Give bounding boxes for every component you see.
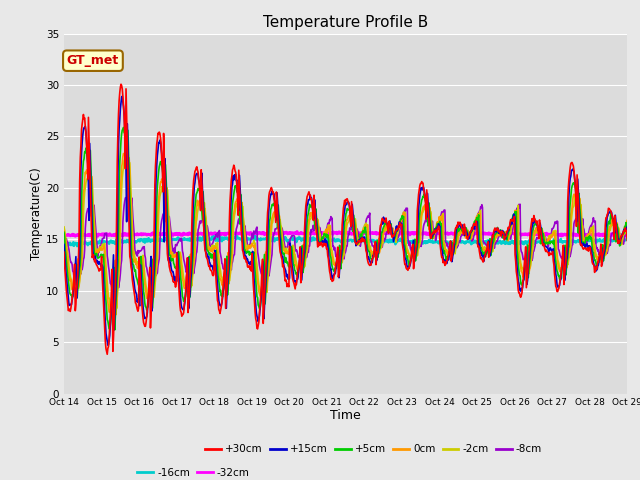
-16cm [252,233,259,239]
Title: Temperature Profile B: Temperature Profile B [263,15,428,30]
+30cm [302,203,310,209]
Line: -16cm: -16cm [64,236,627,247]
-16cm [207,237,215,242]
+30cm [548,252,556,257]
-8cm [302,243,310,249]
-2cm [60,224,68,230]
-8cm [122,195,130,201]
-2cm [462,228,470,234]
+30cm [123,115,131,120]
-8cm [548,231,556,237]
-2cm [302,255,310,261]
+30cm [117,81,125,87]
+5cm [486,241,493,247]
+30cm [486,250,493,256]
Text: GT_met: GT_met [67,54,119,67]
0cm [112,312,120,317]
X-axis label: Time: Time [330,409,361,422]
+15cm [548,248,556,253]
-16cm [60,240,68,246]
+5cm [120,125,127,131]
Line: +15cm: +15cm [64,96,627,345]
+15cm [486,253,493,259]
0cm [486,244,493,250]
Line: 0cm: 0cm [64,153,627,314]
0cm [123,165,131,171]
-32cm [623,231,631,237]
Line: +5cm: +5cm [64,128,627,330]
+15cm [208,263,216,268]
+30cm [60,249,68,255]
+5cm [548,239,556,245]
+15cm [302,216,310,221]
+5cm [123,166,131,172]
-8cm [623,222,631,228]
-2cm [486,244,493,250]
-32cm [462,231,470,237]
+5cm [302,246,310,252]
+15cm [118,93,126,99]
-8cm [124,192,132,197]
-8cm [486,244,493,250]
-8cm [109,291,116,297]
-16cm [62,244,70,250]
+5cm [623,223,631,228]
-16cm [462,240,470,245]
-32cm [207,230,215,236]
-32cm [486,231,493,237]
+15cm [123,219,131,225]
-16cm [486,240,493,245]
0cm [208,246,216,252]
Line: +30cm: +30cm [64,84,627,354]
Y-axis label: Temperature(C): Temperature(C) [30,167,43,260]
-16cm [122,240,130,245]
-32cm [302,230,310,236]
+5cm [462,225,470,231]
-2cm [121,156,129,162]
+30cm [208,269,216,275]
+30cm [623,238,631,243]
+5cm [60,229,68,235]
-32cm [92,233,100,239]
Line: -2cm: -2cm [64,159,627,312]
0cm [462,232,470,238]
+15cm [623,224,631,229]
Legend: -16cm, -32cm: -16cm, -32cm [133,464,254,480]
0cm [302,251,310,256]
Line: -8cm: -8cm [64,194,627,294]
+5cm [208,251,216,257]
+30cm [462,232,470,238]
0cm [623,217,631,223]
-32cm [122,232,130,238]
-16cm [302,235,310,240]
-2cm [123,165,131,171]
Line: -32cm: -32cm [64,232,627,236]
0cm [121,150,129,156]
-32cm [548,232,556,238]
-2cm [623,221,631,227]
-16cm [623,235,631,241]
+15cm [60,241,68,247]
+15cm [462,229,470,235]
0cm [60,228,68,234]
-2cm [548,232,556,238]
-2cm [108,309,115,314]
-32cm [60,232,68,238]
+5cm [111,327,118,333]
+15cm [104,342,112,348]
-8cm [60,230,68,236]
0cm [548,233,556,239]
-8cm [462,232,470,238]
+30cm [104,351,111,357]
-8cm [208,241,216,247]
-16cm [548,239,556,245]
-32cm [293,229,301,235]
-2cm [208,243,216,249]
